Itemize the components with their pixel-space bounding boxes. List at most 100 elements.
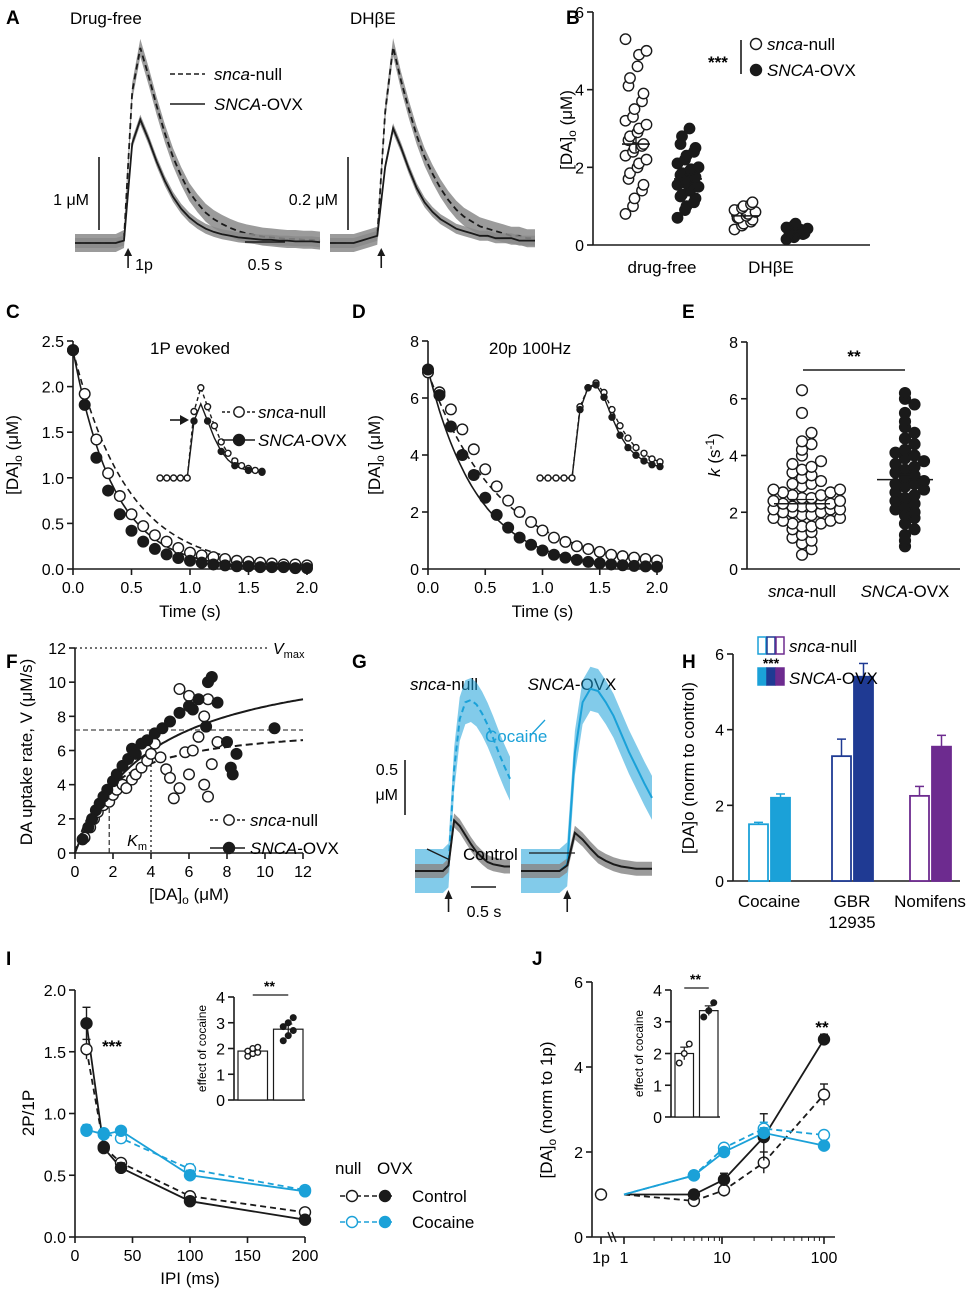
panel-H-legend-open bbox=[766, 636, 776, 655]
panel-I-inset-y-tick-label: 0 bbox=[216, 1093, 225, 1110]
panel-J-x-tick-label: 100 bbox=[811, 1250, 838, 1267]
panel-D-ylabel: [DA]o (μM) bbox=[365, 415, 387, 495]
panel-J-inset-point bbox=[700, 1013, 708, 1021]
panel-B-point bbox=[689, 192, 702, 205]
panel-I-inset-point bbox=[289, 1014, 297, 1022]
panel-E-y-tick-label: 8 bbox=[729, 335, 738, 352]
panel-F-point-snca-null bbox=[120, 782, 133, 795]
panel-C-xlabel: Time (s) bbox=[159, 602, 221, 621]
panel-F-point-SNCA-OVX bbox=[76, 833, 89, 846]
panel-I-inset-y-tick-label: 2 bbox=[216, 1042, 225, 1059]
panel-D-point-snca-null bbox=[502, 494, 515, 507]
panel-J-inset-y-tick-label: 3 bbox=[653, 1015, 662, 1032]
panel-D-y-tick-label: 6 bbox=[410, 391, 419, 408]
panel-D-point-snca-null bbox=[559, 535, 572, 548]
panel-I-point bbox=[298, 1213, 312, 1226]
panel-B-significance: *** bbox=[708, 53, 728, 72]
panel-E-point bbox=[814, 455, 828, 468]
panel-C-y-tick-label: 1.0 bbox=[42, 471, 64, 488]
panel-F-point-snca-null bbox=[186, 744, 199, 757]
panel-B-point bbox=[628, 103, 641, 115]
panel-J-ylabel: [DA]o (norm to 1p) bbox=[537, 1041, 559, 1178]
panel-C-inset-point bbox=[251, 466, 259, 475]
panel-H-x-label: Cocaine bbox=[738, 892, 800, 911]
panel-D-point-SNCA-OVX bbox=[433, 389, 446, 402]
panel-D-point-snca-null bbox=[525, 515, 538, 528]
panel-F-point-SNCA-OVX bbox=[200, 720, 213, 733]
panel-C-x-tick-label: 2.0 bbox=[296, 580, 318, 597]
panel-B-point bbox=[640, 44, 653, 57]
panel-C-point-SNCA-OVX bbox=[66, 344, 79, 357]
panel-C-inset-null bbox=[160, 385, 263, 479]
panel-F-x-tick-label: 6 bbox=[185, 864, 194, 881]
panel-B-y-tick-label: 0 bbox=[575, 238, 584, 255]
panel-C-point-SNCA-OVX bbox=[172, 552, 185, 565]
panel-C-inset-point bbox=[231, 461, 239, 470]
panel-I-x-tick-label: 50 bbox=[124, 1248, 142, 1265]
panel-B-point bbox=[801, 222, 814, 235]
panel-H-bar-SNCA-OVX bbox=[770, 796, 791, 882]
panel-I-inset-point bbox=[284, 1032, 292, 1040]
panel-E-point bbox=[833, 494, 847, 508]
panel-B-y-tick-label: 6 bbox=[575, 5, 584, 22]
panel-C-point-SNCA-OVX bbox=[242, 560, 255, 573]
legend-control-null-marker bbox=[345, 1189, 359, 1203]
panel-D-point-SNCA-OVX bbox=[525, 538, 538, 551]
panel-D-point-snca-null bbox=[547, 531, 560, 544]
panel-F-point-SNCA-OVX bbox=[156, 722, 169, 735]
panel-I-inset-point bbox=[254, 1043, 262, 1051]
panel-D-point-SNCA-OVX bbox=[444, 420, 457, 433]
panel-C-point-snca-null bbox=[137, 520, 150, 533]
panel-F-point-SNCA-OVX bbox=[141, 734, 154, 747]
panel-F-point-SNCA-OVX bbox=[110, 768, 123, 781]
panel-I-point bbox=[183, 1169, 197, 1182]
panel-J-point bbox=[717, 1184, 731, 1197]
panel-J-x-tick-label: 1p bbox=[592, 1250, 610, 1267]
panel-G-cocaine-band bbox=[415, 678, 510, 893]
panel-G-scale-value: 0.5 bbox=[376, 762, 398, 779]
panel-D-point-SNCA-OVX bbox=[628, 559, 641, 572]
panel-A-time-label: 0.5 s bbox=[248, 257, 283, 274]
panel-F-point-snca-null bbox=[173, 683, 186, 696]
panel-A-arrow-head bbox=[124, 248, 133, 256]
panel-B-point bbox=[746, 196, 759, 209]
panel-F-point-snca-null bbox=[182, 768, 195, 781]
panel-J-inset-point bbox=[685, 1040, 693, 1048]
panel-J-point bbox=[717, 1173, 731, 1186]
panel-D-point-SNCA-OVX bbox=[467, 468, 480, 481]
panel-J-y-tick-label: 4 bbox=[574, 1060, 583, 1077]
panel-D-point-snca-null bbox=[536, 524, 549, 537]
panel-F-point-SNCA-OVX bbox=[211, 696, 224, 709]
panel-B-legend-null-marker bbox=[749, 37, 763, 51]
panel-H-y-tick-label: 2 bbox=[715, 798, 724, 815]
panel-E-point bbox=[805, 426, 818, 439]
panel-C-point-SNCA-OVX bbox=[254, 561, 267, 574]
panel-J-inset-point bbox=[705, 1007, 713, 1015]
panel-A-trace-SNCA-OVX bbox=[330, 125, 535, 244]
panel-F-point-SNCA-OVX bbox=[205, 671, 218, 684]
legend-control-label: Control bbox=[412, 1187, 467, 1206]
panel-C-point-snca-null bbox=[78, 387, 91, 400]
panel-A-legend-null: snca-null bbox=[214, 65, 282, 84]
panel-E-point bbox=[917, 455, 931, 468]
panel-label-G: G bbox=[352, 652, 367, 673]
panel-H-bar-snca-null bbox=[831, 755, 852, 882]
panel-D-inset-point bbox=[616, 422, 624, 430]
panel-E-x-label-ovx: SNCA-OVX bbox=[861, 582, 950, 601]
panel-D-point-SNCA-OVX bbox=[605, 558, 618, 571]
panel-D-inset-point bbox=[608, 405, 616, 414]
panel-B-legend-ovx-marker bbox=[749, 63, 763, 77]
panel-J-inset-y-tick-label: 1 bbox=[653, 1078, 662, 1095]
panel-E-y-tick-label: 6 bbox=[729, 392, 738, 409]
panel-C-inset-point bbox=[203, 417, 212, 425]
panel-H-y-tick-label: 6 bbox=[715, 647, 724, 664]
panel-F-point-SNCA-OVX bbox=[230, 747, 243, 760]
panel-E-point bbox=[767, 494, 780, 508]
panel-G-time-label: 0.5 s bbox=[467, 904, 502, 921]
panel-I-inset-bar bbox=[237, 1050, 269, 1101]
panel-I-xlabel: IPI (ms) bbox=[160, 1269, 220, 1288]
panel-J-point bbox=[817, 1139, 831, 1152]
panel-D-xlabel: Time (s) bbox=[512, 602, 574, 621]
panel-D-point-SNCA-OVX bbox=[456, 449, 469, 462]
panel-D-y-tick-label: 8 bbox=[410, 334, 419, 351]
